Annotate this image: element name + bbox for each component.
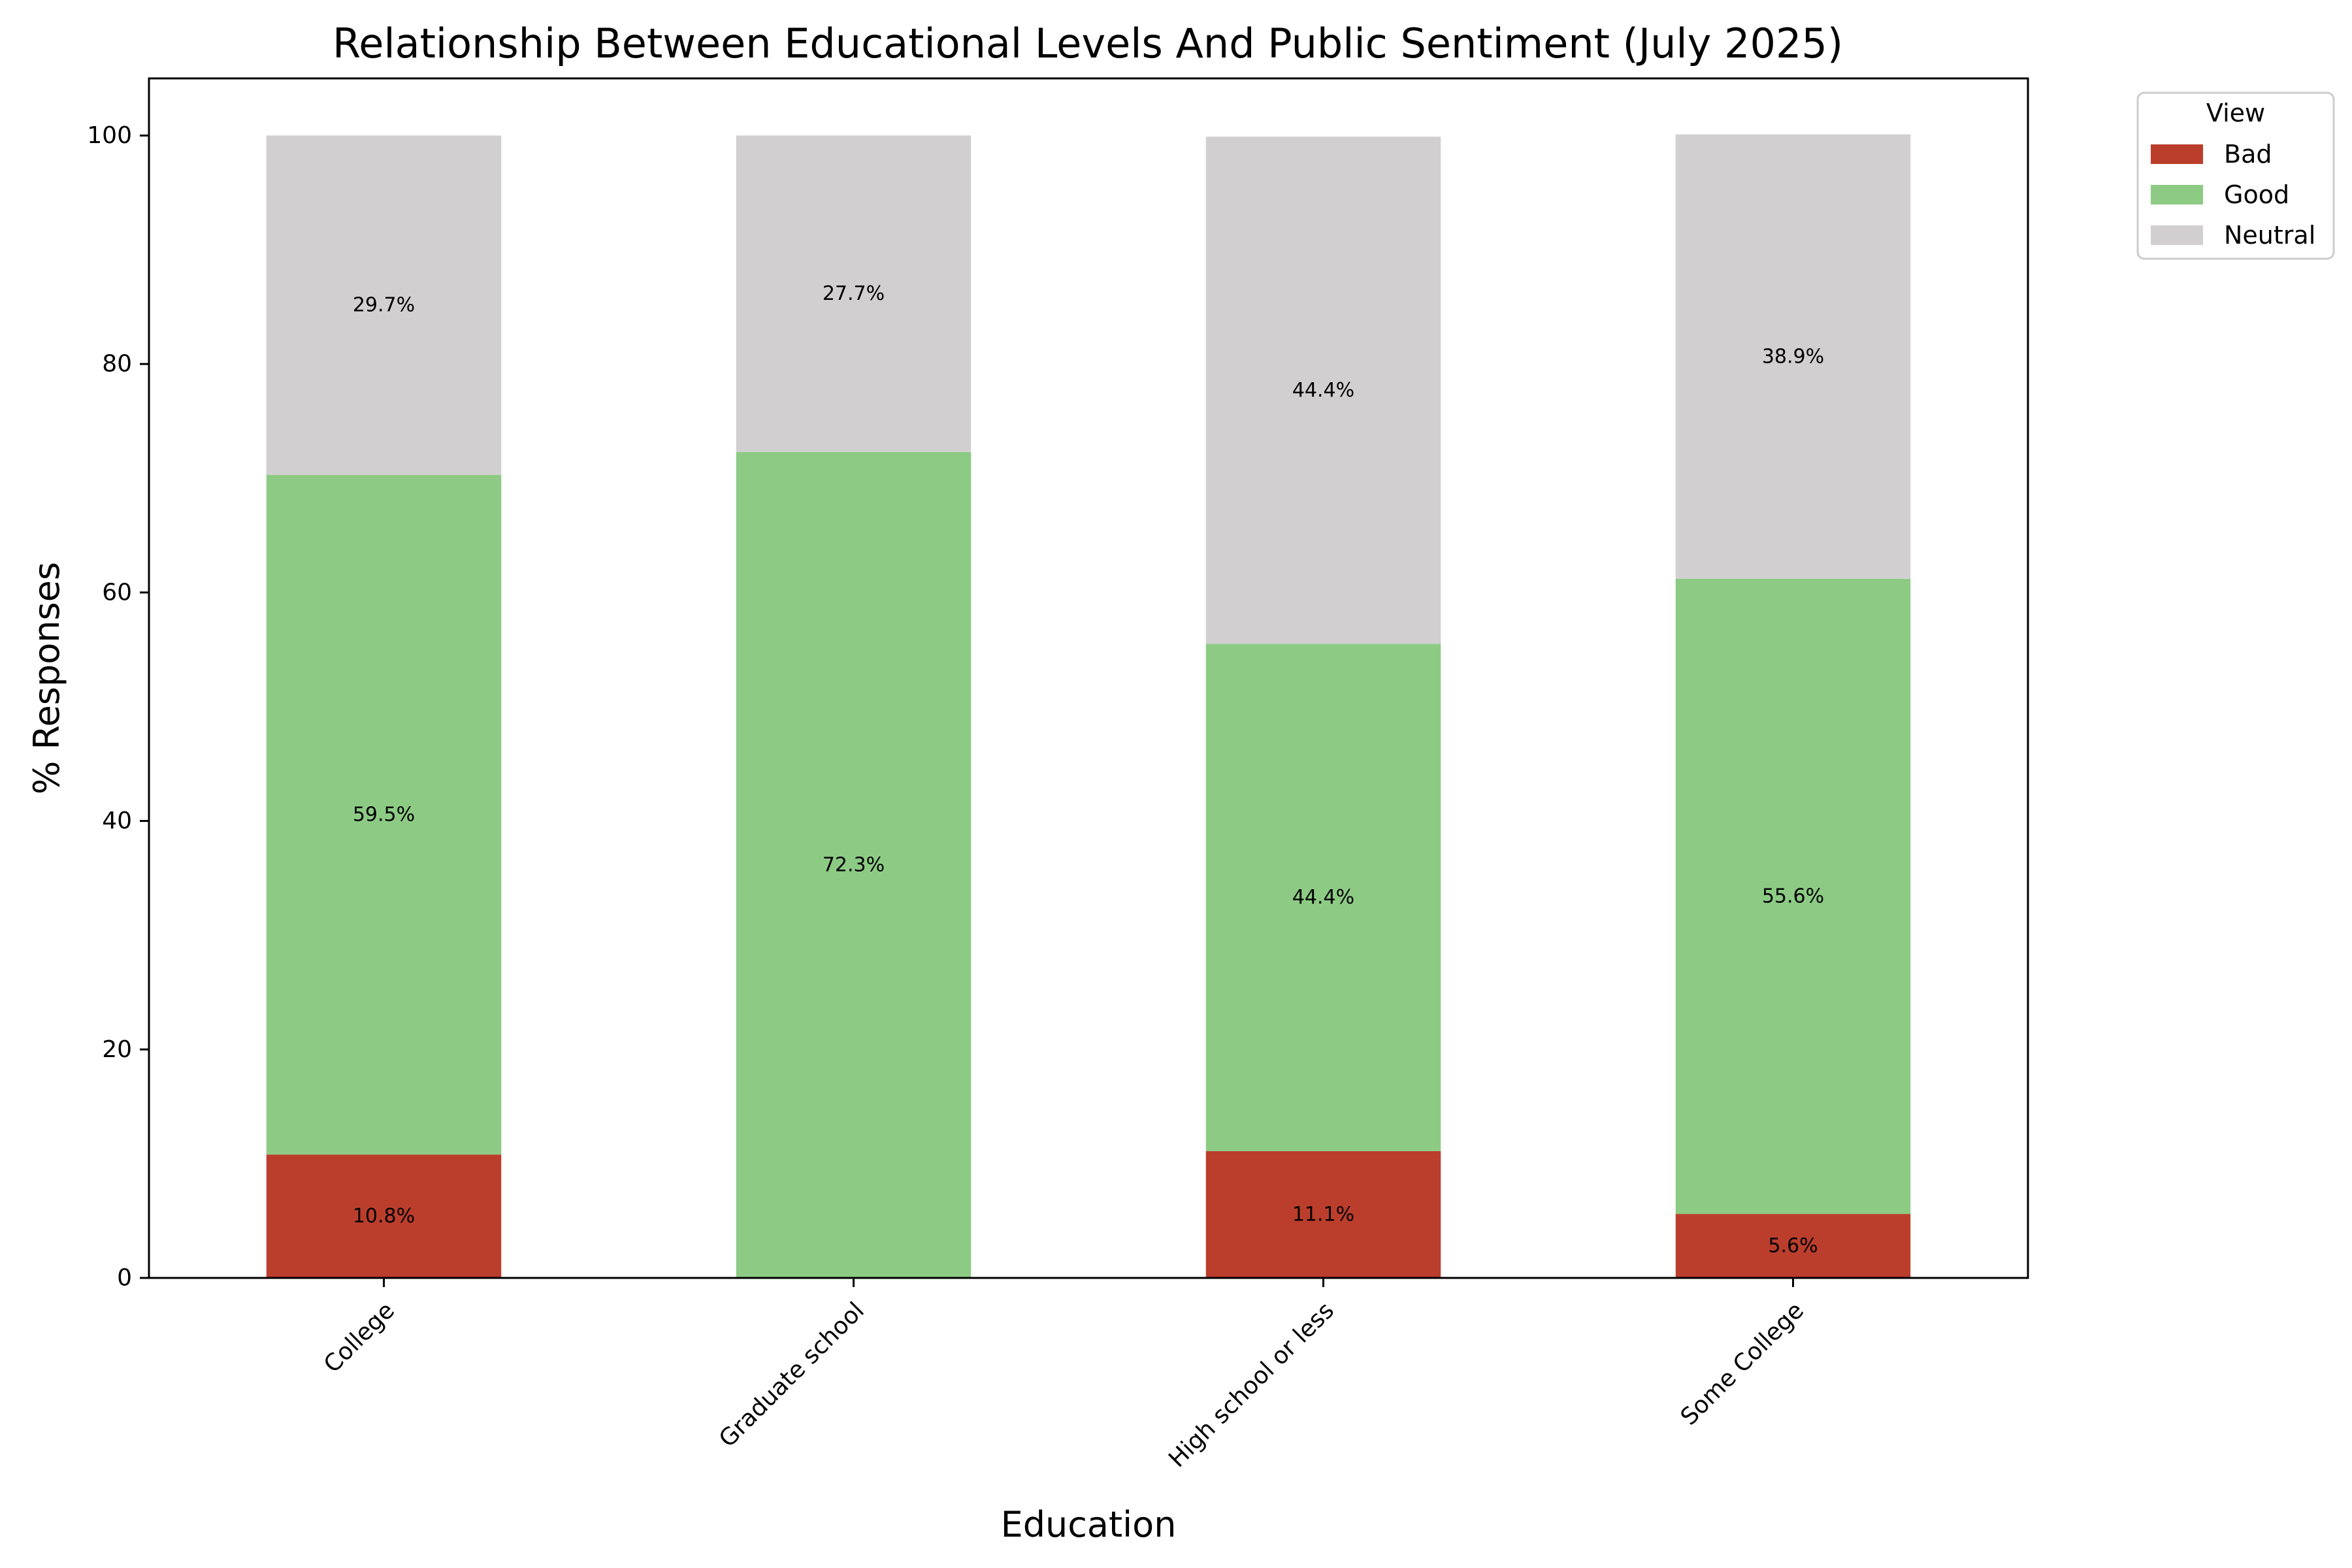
y-tick-label: 40 — [102, 808, 132, 834]
legend-label-good: Good — [2224, 180, 2289, 209]
bar-some-college-neutral — [1675, 134, 1911, 579]
bar-high-school-or-less-bad — [1205, 1151, 1441, 1278]
y-tick-label: 80 — [102, 351, 132, 378]
bar-label-college-good: 59.5% — [353, 803, 415, 826]
bar-high-school-or-less-good — [1205, 644, 1441, 1151]
bar-some-college-bad — [1675, 1214, 1911, 1278]
bars-layer — [266, 134, 1911, 1278]
plot-frame — [148, 77, 2029, 1279]
bar-label-graduate-school-neutral: 27.7% — [823, 282, 885, 305]
legend-items: Bad Good Neutral — [2151, 140, 2315, 250]
bar-label-graduate-school-good: 72.3% — [823, 853, 885, 876]
bar-label-some-college-bad: 5.6% — [1768, 1235, 1818, 1258]
legend-frame — [2136, 91, 2335, 260]
bar-label-high-school-or-less-neutral: 44.4% — [1292, 379, 1354, 402]
bar-label-high-school-or-less-bad: 11.1% — [1292, 1203, 1354, 1226]
chart-title: Relationship Between Educational Levels … — [333, 20, 1843, 67]
legend: View Bad Good Neutral — [2136, 91, 2335, 260]
y-tick-label: 20 — [102, 1036, 132, 1063]
bar-graduate-school-good — [736, 451, 972, 1278]
legend-title: View — [2206, 99, 2265, 127]
y-axis-label: % Responses — [26, 562, 67, 794]
bar-label-some-college-good: 55.6% — [1762, 885, 1824, 907]
legend-swatch-good — [2151, 185, 2203, 204]
bar-label-high-school-or-less-good: 44.4% — [1292, 886, 1354, 909]
legend-label-neutral: Neutral — [2224, 221, 2315, 250]
bar-labels-layer: 10.8% 59.5% 29.7% 72.3% 27.7% 11.1% 44.4% 44.4%… — [353, 282, 1824, 1257]
legend-swatch-bad — [2151, 144, 2203, 164]
bar-label-some-college-neutral: 38.9% — [1762, 345, 1824, 368]
bar-college-bad — [266, 1154, 502, 1278]
y-tick-label: 60 — [102, 579, 132, 606]
legend-swatch-neutral — [2151, 225, 2203, 245]
bar-label-college-neutral: 29.7% — [353, 294, 415, 317]
bar-college-neutral — [266, 135, 502, 475]
bar-graduate-school-neutral — [736, 135, 972, 452]
y-tick-label: 100 — [87, 122, 132, 149]
y-tick-label: 0 — [117, 1265, 132, 1292]
legend-label-bad: Bad — [2224, 140, 2272, 169]
y-axis: 0 20 40 60 80 100 — [87, 122, 149, 1292]
bar-high-school-or-less-neutral — [1205, 137, 1441, 644]
x-axis-label: Education — [1001, 1504, 1177, 1545]
bar-label-college-bad: 10.8% — [353, 1205, 415, 1228]
bar-college-good — [266, 474, 502, 1155]
bar-some-college-good — [1675, 578, 1911, 1215]
